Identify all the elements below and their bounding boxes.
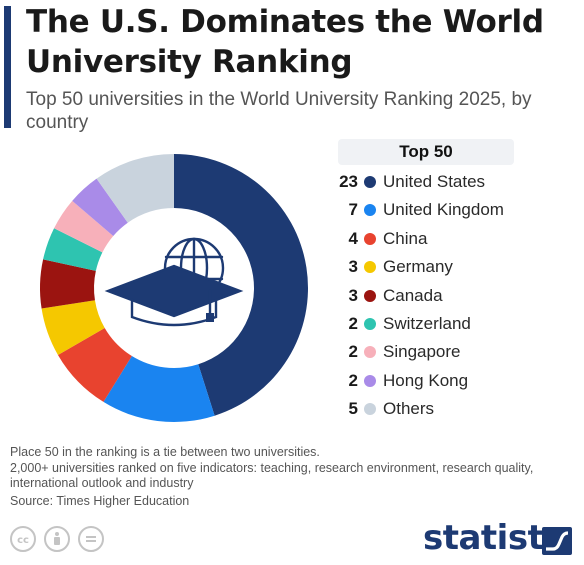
legend-swatch-germany bbox=[364, 261, 376, 274]
legend-header: Top 50 bbox=[399, 142, 453, 161]
donut-chart bbox=[39, 154, 308, 422]
slice-hong-kong bbox=[72, 178, 128, 236]
chart-title: The U.S. Dominates the World University … bbox=[26, 4, 544, 80]
legend-label-china: China bbox=[383, 228, 428, 248]
slice-germany bbox=[41, 300, 105, 355]
legend-item-germany: 3 Germany bbox=[330, 255, 580, 279]
legend-value-switzerland: 2 bbox=[348, 314, 358, 333]
legend-swatch-switzerland bbox=[364, 318, 376, 330]
title-accent-bar bbox=[4, 6, 11, 128]
slice-switzerland bbox=[43, 228, 103, 271]
legend-label-others: Others bbox=[383, 399, 435, 419]
source-text: Source: Times Higher Education bbox=[10, 494, 190, 508]
attribution-icon[interactable] bbox=[44, 526, 70, 552]
chart-notes: Place 50 in the ranking is a tie between… bbox=[10, 445, 570, 492]
legend-swatch-hong-kong bbox=[364, 374, 376, 387]
legend-value-united-kingdom: 7 bbox=[348, 200, 358, 220]
note-tie: Place 50 in the ranking is a tie between… bbox=[10, 445, 320, 459]
legend-item-china: 4 China bbox=[330, 227, 580, 251]
slice-others bbox=[96, 154, 174, 223]
chart-subtitle: Top 50 universities in the World Univers… bbox=[26, 89, 532, 133]
legend-item-canada: 3 Canada bbox=[330, 284, 580, 308]
legend-value-hong-kong: 2 bbox=[348, 370, 358, 390]
statista-logo-icon[interactable] bbox=[542, 527, 572, 555]
donut-slices bbox=[39, 154, 308, 422]
legend-value-china: 4 bbox=[348, 228, 358, 248]
legend-item-singapore: 2 Singapore bbox=[330, 340, 580, 364]
note-methodology: 2,000+ universities ranked on five indic… bbox=[10, 460, 534, 491]
slice-canada bbox=[39, 259, 96, 309]
graduation-cap-globe-icon bbox=[104, 237, 244, 327]
legend-value-others: 5 bbox=[348, 399, 358, 419]
legend-label-canada: Canada bbox=[383, 285, 443, 305]
legend-value-united-states: 23 bbox=[339, 172, 358, 191]
legend-item-others: 5 Others bbox=[330, 397, 580, 421]
legend-swatch-canada bbox=[364, 289, 376, 302]
legend-value-germany: 3 bbox=[348, 257, 358, 277]
legend-value-canada: 3 bbox=[348, 285, 358, 305]
legend-label-united-kingdom: United Kingdom bbox=[383, 200, 504, 220]
cc-icon[interactable]: cc bbox=[10, 526, 36, 552]
legend-label-germany: Germany bbox=[383, 257, 453, 277]
legend-label-united-states: United States bbox=[383, 172, 486, 191]
slice-united-states bbox=[174, 154, 308, 416]
legend-label-hong-kong: Hong Kong bbox=[383, 370, 469, 390]
legend-label-switzerland: Switzerland bbox=[383, 314, 471, 333]
legend-header-panel bbox=[338, 139, 514, 165]
legend-item-united-states: 23 United States bbox=[330, 170, 580, 194]
svg-text:cc: cc bbox=[17, 535, 29, 546]
legend-swatch-others bbox=[364, 403, 376, 416]
slice-united-kingdom bbox=[103, 356, 215, 422]
legend-item-united-kingdom: 7 United Kingdom bbox=[330, 198, 580, 222]
legend-value-singapore: 2 bbox=[348, 342, 358, 362]
legend-swatch-china bbox=[364, 232, 376, 245]
legend-swatch-singapore bbox=[364, 346, 376, 359]
no-derivatives-icon[interactable] bbox=[78, 526, 104, 552]
legend-swatch-united-kingdom bbox=[364, 204, 376, 217]
slice-singapore bbox=[54, 200, 114, 253]
legend-item-switzerland: 2 Switzerland bbox=[330, 312, 580, 336]
legend-swatch-united-states bbox=[364, 176, 376, 188]
legend-label-singapore: Singapore bbox=[383, 342, 461, 362]
legend-item-hong-kong: 2 Hong Kong bbox=[330, 369, 580, 393]
slice-china bbox=[57, 328, 132, 402]
